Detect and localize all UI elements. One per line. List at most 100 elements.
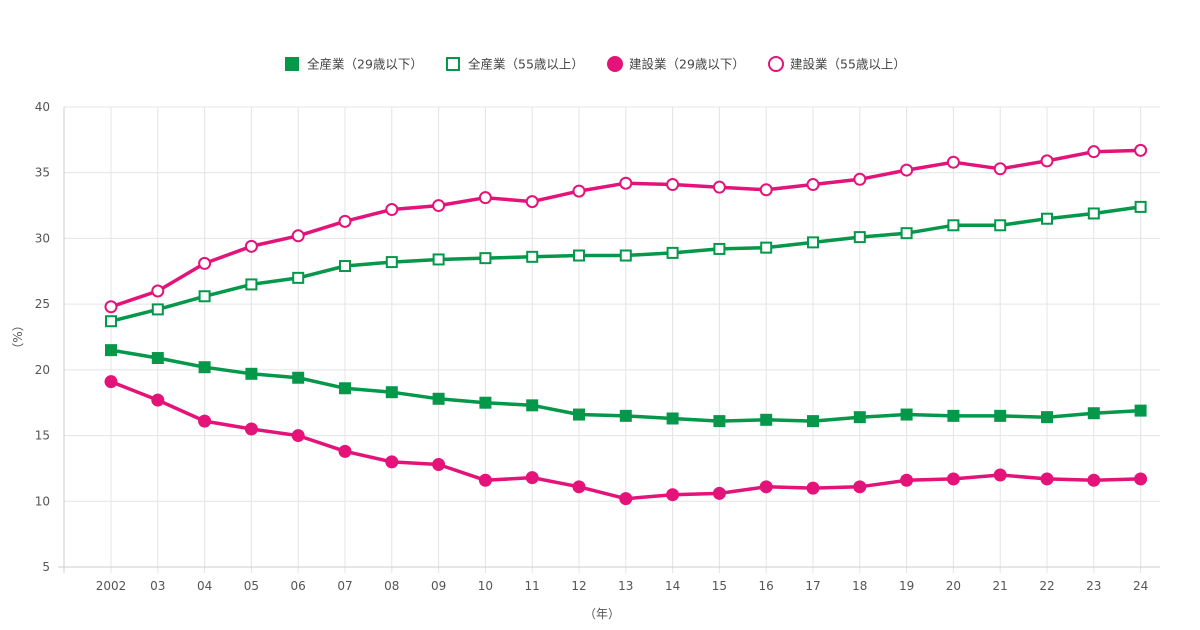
legend: 全産業（29歳以下） 全産業（55歳以上） 建設業（29歳以下） 建設業（55歳以上）: [285, 56, 906, 72]
data-point: [338, 214, 352, 228]
x-axis-title: （年）: [584, 607, 620, 621]
data-point: [198, 414, 212, 428]
data-point: [713, 415, 726, 428]
data-point: [993, 468, 1007, 482]
x-tick-label: 20: [946, 579, 961, 593]
series-2: [104, 375, 1148, 506]
x-tick-label: 06: [291, 579, 306, 593]
data-point: [105, 315, 117, 328]
series-1: [105, 200, 1147, 328]
x-tick-label: 15: [712, 579, 727, 593]
data-point: [432, 199, 446, 213]
data-point: [1041, 411, 1053, 424]
data-point: [853, 480, 867, 494]
legend-item[interactable]: 建設業（29歳以下）: [607, 56, 745, 72]
x-tick-label: 24: [1133, 579, 1148, 593]
data-point: [619, 176, 633, 190]
data-point: [525, 195, 539, 209]
x-tick-label: 19: [899, 579, 914, 593]
filled-circle-icon: [607, 56, 623, 72]
x-tick-label: 12: [571, 579, 586, 593]
data-point: [385, 203, 399, 217]
data-point: [432, 457, 446, 471]
data-point: [198, 361, 211, 374]
data-point: [619, 409, 632, 422]
open-circle-icon: [768, 56, 784, 72]
y-tick-label: 5: [42, 560, 50, 574]
data-point: [105, 344, 117, 357]
data-point: [900, 408, 913, 421]
y-tick-label: 20: [35, 363, 50, 377]
data-point: [947, 219, 960, 232]
data-point: [807, 415, 819, 428]
data-point: [151, 352, 164, 365]
data-point: [1134, 404, 1147, 417]
series-3: [104, 143, 1148, 314]
data-point: [198, 290, 211, 303]
data-point: [292, 271, 305, 284]
axes: 5 10 15 20 25 30 35 40 2002 03 04 05 06 07 08 09 10 11 12 1…: [11, 100, 1160, 621]
legend-label: 建設業（55歳以上）: [790, 57, 906, 72]
data-point: [385, 386, 398, 399]
series-0: [105, 344, 1147, 428]
data-point: [947, 409, 960, 422]
data-point: [432, 392, 445, 405]
data-point: [572, 184, 586, 198]
x-tick-label: 09: [431, 579, 446, 593]
data-point: [759, 183, 773, 197]
legend-item[interactable]: 建設業（55歳以上）: [768, 56, 906, 72]
data-point: [151, 284, 165, 298]
legend-item[interactable]: 全産業（29歳以下）: [285, 57, 423, 72]
data-point: [900, 473, 914, 487]
data-point: [1134, 143, 1148, 157]
series-lines: [104, 143, 1148, 506]
data-point: [104, 300, 118, 314]
data-point: [759, 480, 773, 494]
x-tick-label: 14: [665, 579, 680, 593]
data-point: [291, 429, 305, 443]
x-tick-label: 03: [150, 579, 165, 593]
data-point: [807, 236, 819, 249]
data-point: [1040, 154, 1054, 168]
data-point: [151, 303, 164, 316]
data-point: [526, 250, 539, 263]
data-point: [432, 253, 445, 266]
data-point: [339, 382, 351, 395]
data-point: [1134, 200, 1147, 213]
x-tick-label: 07: [337, 579, 352, 593]
data-point: [244, 239, 258, 253]
data-point: [853, 411, 866, 424]
y-tick-label: 10: [35, 494, 50, 508]
data-point: [198, 256, 212, 270]
data-point: [478, 473, 492, 487]
data-point: [151, 393, 165, 407]
open-square-icon: [446, 57, 460, 71]
data-point: [1087, 473, 1101, 487]
x-tick-label: 18: [852, 579, 867, 593]
data-point: [993, 162, 1007, 176]
data-point: [478, 191, 492, 205]
data-point: [666, 246, 679, 259]
data-point: [338, 444, 352, 458]
data-point: [666, 178, 680, 192]
legend-item[interactable]: 全産業（55歳以上）: [446, 57, 584, 72]
data-point: [292, 371, 305, 384]
data-point: [479, 396, 492, 409]
data-point: [245, 367, 258, 380]
legend-label: 全産業（29歳以下）: [307, 57, 423, 72]
data-point: [806, 481, 820, 495]
filled-square-icon: [285, 57, 299, 71]
data-point: [900, 227, 913, 240]
data-point: [760, 413, 773, 426]
data-point: [1041, 212, 1053, 225]
x-tick-label: 22: [1039, 579, 1054, 593]
data-point: [526, 399, 539, 412]
y-tick-label: 15: [35, 429, 50, 443]
data-point: [385, 256, 398, 269]
data-point: [712, 180, 726, 194]
data-point: [1087, 145, 1101, 159]
data-point: [619, 492, 633, 506]
data-point: [525, 471, 539, 485]
y-tick-label: 35: [35, 166, 50, 180]
